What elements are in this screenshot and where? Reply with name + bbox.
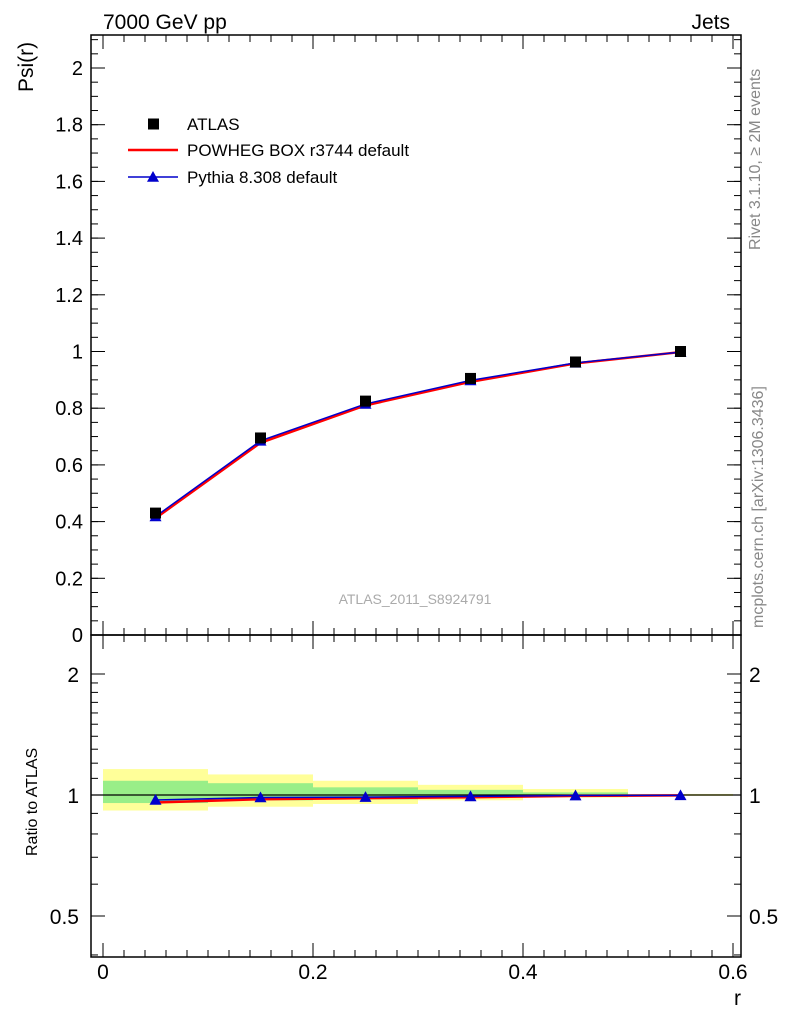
x-tick-label: 0.4 [508,961,538,984]
y-tick-label: 0.2 [55,568,83,590]
y-tick-label: 0.4 [55,512,83,534]
pythia-ratio-marker [569,789,582,801]
y-tick-label: 0.8 [55,398,83,420]
ratio-y-tick-label-right: 2 [749,664,761,687]
main-panel: 0 0.2 0.4 0.6 0.8 1 1.2 1.4 1.6 1.8 2 [55,34,742,647]
ratio-y-tick-label-right: 0.5 [749,906,778,929]
main-plot-area [149,346,687,522]
pythia-line [155,351,681,518]
ratio-frame [90,634,742,958]
y-tick-label: 1.6 [55,171,83,193]
atlas-data-point [675,346,686,357]
pythia-ratio-marker [254,791,267,803]
ratio-y-tick-label: 2 [67,664,79,687]
atlas-data-point [465,372,476,384]
atlas-data-point [255,432,266,444]
atlas-data-point [150,507,161,519]
ratio-y-tick-label-right: 1 [749,785,761,808]
y-tick-label: 0 [72,625,83,647]
pythia-ratio-marker [149,793,162,805]
ratio-y-tick-label: 1 [67,785,79,808]
legend: ATLAS POWHEG BOX r3744 default Pythia 8.30… [128,115,409,187]
legend-atlas-marker [148,118,159,130]
header-right-text: Jets [691,11,730,34]
y-tick-label: 1.8 [55,115,83,137]
analysis-watermark: ATLAS_2011_S8924791 [339,591,492,607]
y-tick-label: 1.4 [55,228,83,250]
ratio-plot-area [91,769,741,811]
uncertainty-band-inner [103,780,208,804]
y-tick-label: 1 [72,342,83,364]
y-tick-label: 2 [72,58,83,80]
atlas-data-point [360,395,371,407]
ratio-y-tick-label: 0.5 [50,906,79,929]
x-tick-label: 0.2 [298,961,327,984]
pythia-ratio-marker [359,791,372,802]
atlas-data-point [570,356,581,368]
header-left-text: 7000 GeV pp [103,11,227,34]
powheg-line [154,350,681,520]
y-tick-label: 1.2 [55,285,83,307]
ratio-panel: 0.5 0.5 1 1 2 2 0 0.2 0.4 0.6 [50,634,778,984]
legend-label: ATLAS [187,115,240,134]
pythia-ratio-marker [674,789,687,801]
pythia-ratio-line [155,794,681,801]
x-tick-label: 0 [97,961,109,984]
ratio-y-axis-label: Ratio to ATLAS [24,748,41,856]
x-axis-label: r [734,987,741,1010]
legend-label: POWHEG BOX r3744 default [187,141,409,160]
y-tick-label: 0.6 [55,455,83,477]
legend-pythia-marker [147,171,159,182]
side-label-mcplots: mcplots.cern.ch [arXiv:1306.3436] [750,386,767,628]
main-y-axis-label: Psi(r) [15,42,38,92]
pythia-ratio-marker [464,790,477,802]
side-label-rivet: Rivet 3.1.10, ≥ 2M events [747,69,764,250]
x-tick-label: 0.6 [718,961,747,984]
legend-label: Pythia 8.308 default [187,168,338,187]
